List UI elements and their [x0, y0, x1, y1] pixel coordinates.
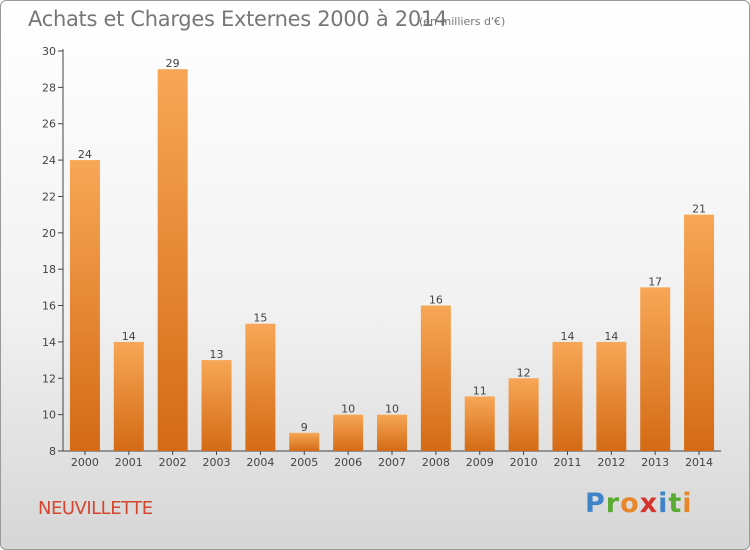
chart-title: Achats et Charges Externes 2000 à 2014: [28, 7, 448, 31]
logo-letter: t: [668, 488, 683, 519]
y-tick-label: 24: [42, 154, 56, 167]
bar: [289, 432, 320, 451]
x-tick-label: 2014: [685, 456, 713, 469]
x-tick-label: 2003: [203, 456, 231, 469]
x-tick-label: 2008: [422, 456, 450, 469]
bar-value-label: 14: [122, 330, 136, 343]
bar: [420, 305, 451, 451]
x-tick-label: 2009: [466, 456, 494, 469]
bar: [377, 414, 407, 451]
bar: [245, 323, 276, 451]
y-tick-label: 22: [42, 190, 56, 203]
y-tick-label: 26: [42, 118, 56, 131]
logo-letter: r: [605, 488, 621, 519]
x-tick-label: 2006: [334, 456, 362, 469]
x-tick-label: 2011: [553, 456, 581, 469]
y-tick-label: 30: [42, 45, 56, 58]
bar-value-label: 14: [604, 330, 618, 343]
x-tick-label: 2005: [290, 456, 318, 469]
bar: [333, 414, 364, 451]
logo-letter: i: [658, 488, 669, 519]
bar: [464, 396, 495, 451]
x-tick-label: 2012: [597, 456, 625, 469]
bar: [157, 69, 188, 451]
logo-letter: x: [639, 488, 659, 519]
bar-value-label: 10: [341, 403, 355, 416]
logo-letter: o: [620, 488, 640, 519]
bar: [508, 378, 539, 451]
bar-value-label: 10: [385, 403, 399, 416]
logo-letter: P: [585, 488, 606, 519]
bar: [69, 160, 100, 451]
x-tick-label: 2007: [378, 456, 406, 469]
bar-value-label: 14: [560, 330, 574, 343]
bar-value-label: 12: [517, 366, 531, 379]
bar: [596, 341, 627, 451]
bar-value-label: 11: [473, 384, 487, 397]
bar-value-label: 16: [429, 294, 443, 307]
y-tick-label: 16: [42, 300, 56, 313]
bar: [640, 287, 671, 451]
y-tick-label: 14: [42, 336, 56, 349]
bar-value-label: 9: [301, 421, 308, 434]
bar-value-label: 17: [648, 275, 662, 288]
bar: [552, 341, 583, 451]
bar: [684, 214, 715, 451]
x-tick-label: 2001: [115, 456, 143, 469]
y-tick-label: 28: [42, 81, 56, 94]
x-tick-label: 2004: [246, 456, 274, 469]
y-tick-label: 12: [42, 372, 56, 385]
bar: [113, 341, 144, 451]
y-tick-label: 10: [42, 409, 56, 422]
bar-value-label: 13: [210, 348, 224, 361]
x-tick-label: 2002: [159, 456, 187, 469]
x-tick-label: 2000: [71, 456, 99, 469]
x-tick-label: 2013: [641, 456, 669, 469]
commune-name: NEUVILLETTE: [38, 498, 153, 519]
y-tick-label: 8: [49, 445, 56, 458]
x-tick-label: 2010: [510, 456, 538, 469]
bar: [201, 360, 232, 451]
bar-value-label: 24: [78, 148, 92, 161]
bar-value-label: 21: [692, 203, 706, 216]
bar-value-label: 29: [166, 57, 180, 70]
logo-letter: i: [682, 488, 693, 519]
y-tick-label: 18: [42, 263, 56, 276]
bar-value-label: 15: [253, 312, 267, 325]
y-tick-label: 20: [42, 227, 56, 240]
chart-subtitle: (en milliers d'€): [419, 15, 506, 28]
proxiti-logo[interactable]: Proxiti: [585, 488, 693, 519]
